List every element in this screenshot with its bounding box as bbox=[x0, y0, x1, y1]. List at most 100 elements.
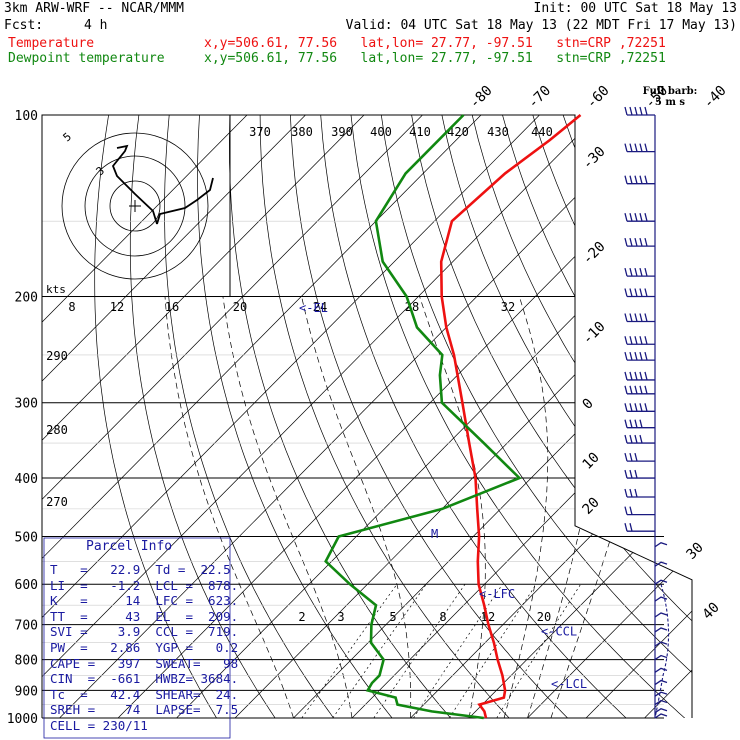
level-marker: <-CCL bbox=[541, 625, 577, 639]
mixing-ratio-label: 3 bbox=[337, 610, 344, 624]
theta-label: 430 bbox=[487, 125, 509, 139]
hodograph-speed-label: 24 bbox=[313, 300, 327, 314]
parcel-info-row: K = 14 LFC = 623. bbox=[50, 593, 239, 609]
parcel-info-row: LI = -1.2 LCL = 878. bbox=[50, 577, 239, 593]
wind-barb bbox=[624, 419, 655, 429]
pressure-label: 1000 bbox=[7, 712, 38, 727]
wind-barb bbox=[624, 469, 655, 479]
isotherm-label: 20 bbox=[580, 495, 603, 518]
pressure-label: 300 bbox=[15, 397, 38, 412]
theta-label: 420 bbox=[447, 125, 469, 139]
isotherm-line bbox=[573, 115, 692, 718]
isotherm-label: -80 bbox=[467, 83, 496, 112]
mixing-ratio-line bbox=[332, 583, 427, 718]
isotherm-line bbox=[222, 115, 692, 718]
isotherm-label: -30 bbox=[580, 144, 609, 173]
theta-label: 290 bbox=[46, 349, 68, 363]
wind-barb bbox=[624, 288, 655, 298]
parcel-info-border bbox=[43, 537, 231, 739]
isotherm-label: 10 bbox=[580, 450, 603, 473]
parcel-info-row: T = 22.9 Td = 22.5 bbox=[50, 562, 231, 577]
theta-label: 380 bbox=[291, 125, 313, 139]
wind-barb bbox=[624, 385, 655, 395]
parcel-info-title: Parcel Info bbox=[86, 539, 173, 554]
level-marker: M bbox=[431, 527, 438, 541]
mixing-ratio-label: 20 bbox=[537, 610, 551, 624]
wind-barb bbox=[624, 267, 655, 277]
hodograph-ring bbox=[61, 132, 209, 280]
hodograph-trace bbox=[111, 144, 214, 225]
barb-legend-line2: 5 m s bbox=[654, 97, 686, 108]
wind-barb bbox=[654, 654, 668, 661]
wind-barb bbox=[654, 691, 668, 697]
pressure-label: 400 bbox=[15, 472, 38, 487]
hodograph-speed-label: 8 bbox=[68, 300, 75, 314]
fcst-label: Fcst: bbox=[4, 18, 44, 33]
wind-barb bbox=[624, 143, 655, 153]
wind-barb bbox=[624, 313, 655, 323]
dry-adiabat-line bbox=[290, 115, 581, 718]
isotherm-line bbox=[42, 115, 554, 718]
dry-adiabat-line bbox=[441, 115, 692, 718]
isotherm-line bbox=[456, 115, 692, 718]
wind-barb bbox=[654, 699, 668, 706]
parcel-info-row: SVI = 3.9 CCL = 719. bbox=[50, 624, 239, 640]
wind-barb bbox=[654, 579, 668, 585]
wind-barb bbox=[654, 641, 668, 647]
temperature-curve bbox=[439, 113, 582, 719]
temperature-info: x,y=506.61, 77.56 lat,lon= 27.77, -97.51… bbox=[204, 36, 666, 51]
isotherm-line bbox=[280, 115, 692, 718]
dry-adiabat-line bbox=[715, 115, 740, 731]
dry-adiabat-line bbox=[320, 115, 640, 718]
pressure-label: 500 bbox=[15, 530, 38, 545]
hodograph-ring-label: 5 bbox=[61, 130, 74, 144]
dry-adiabat-line bbox=[129, 115, 285, 718]
isotherm-label: -10 bbox=[580, 319, 609, 348]
pressure-label: 200 bbox=[15, 291, 38, 306]
dry-adiabat-line bbox=[94, 115, 225, 718]
isotherm-line bbox=[42, 115, 378, 718]
wind-barb bbox=[654, 679, 668, 686]
wind-barb bbox=[654, 596, 668, 602]
isotherm-line bbox=[163, 115, 692, 718]
hodograph-ring bbox=[109, 180, 161, 232]
model-title: 3km ARW-WRF -- NCAR/MMM bbox=[4, 1, 185, 16]
theta-label: 270 bbox=[46, 495, 68, 509]
wind-barb bbox=[624, 506, 655, 516]
wind-barb bbox=[624, 175, 655, 185]
pressure-label: 700 bbox=[15, 619, 38, 634]
hodograph-speed-label: 20 bbox=[233, 300, 247, 314]
dry-adiabat-line bbox=[683, 115, 692, 718]
barb-legend: Full barb: 5 m s bbox=[636, 86, 704, 108]
isotherm-label: -20 bbox=[580, 239, 609, 268]
isotherm-label: 0 bbox=[580, 396, 597, 413]
dry-adiabat-line bbox=[350, 115, 692, 718]
mixing-ratio-label: 8 bbox=[439, 610, 446, 624]
isotherm-line bbox=[42, 115, 612, 718]
hodograph-box bbox=[41, 114, 231, 298]
theta-label: 400 bbox=[370, 125, 392, 139]
wind-barb bbox=[624, 336, 655, 345]
wind-barb bbox=[654, 713, 668, 719]
parcel-info-row: Tc = 42.4 SHEAR= 24. bbox=[50, 686, 239, 702]
isotherm-line bbox=[42, 115, 320, 718]
wind-profile-trace bbox=[654, 584, 670, 719]
wind-barb bbox=[624, 434, 655, 444]
barb-legend-line1: Full barb: bbox=[642, 86, 698, 97]
theta-label: 390 bbox=[331, 125, 353, 139]
isotherm-line bbox=[690, 115, 692, 718]
isotherm-line bbox=[397, 115, 692, 718]
theta-label: 370 bbox=[249, 125, 271, 139]
hodograph-unit: kts bbox=[46, 283, 66, 296]
theta-label: 440 bbox=[531, 125, 553, 139]
wind-barb bbox=[654, 707, 668, 714]
parcel-info-row: PW = 2.86 YGP = 0.2 bbox=[50, 640, 239, 655]
parcel-info-row: CAPE = 397 SWEAT= 98 bbox=[50, 655, 239, 671]
dry-adiabat-line bbox=[229, 115, 463, 718]
isotherm-label: 30 bbox=[684, 540, 707, 563]
hodograph-center bbox=[129, 200, 141, 212]
wind-barb bbox=[654, 612, 668, 618]
moist-adiabat-line bbox=[222, 296, 353, 718]
